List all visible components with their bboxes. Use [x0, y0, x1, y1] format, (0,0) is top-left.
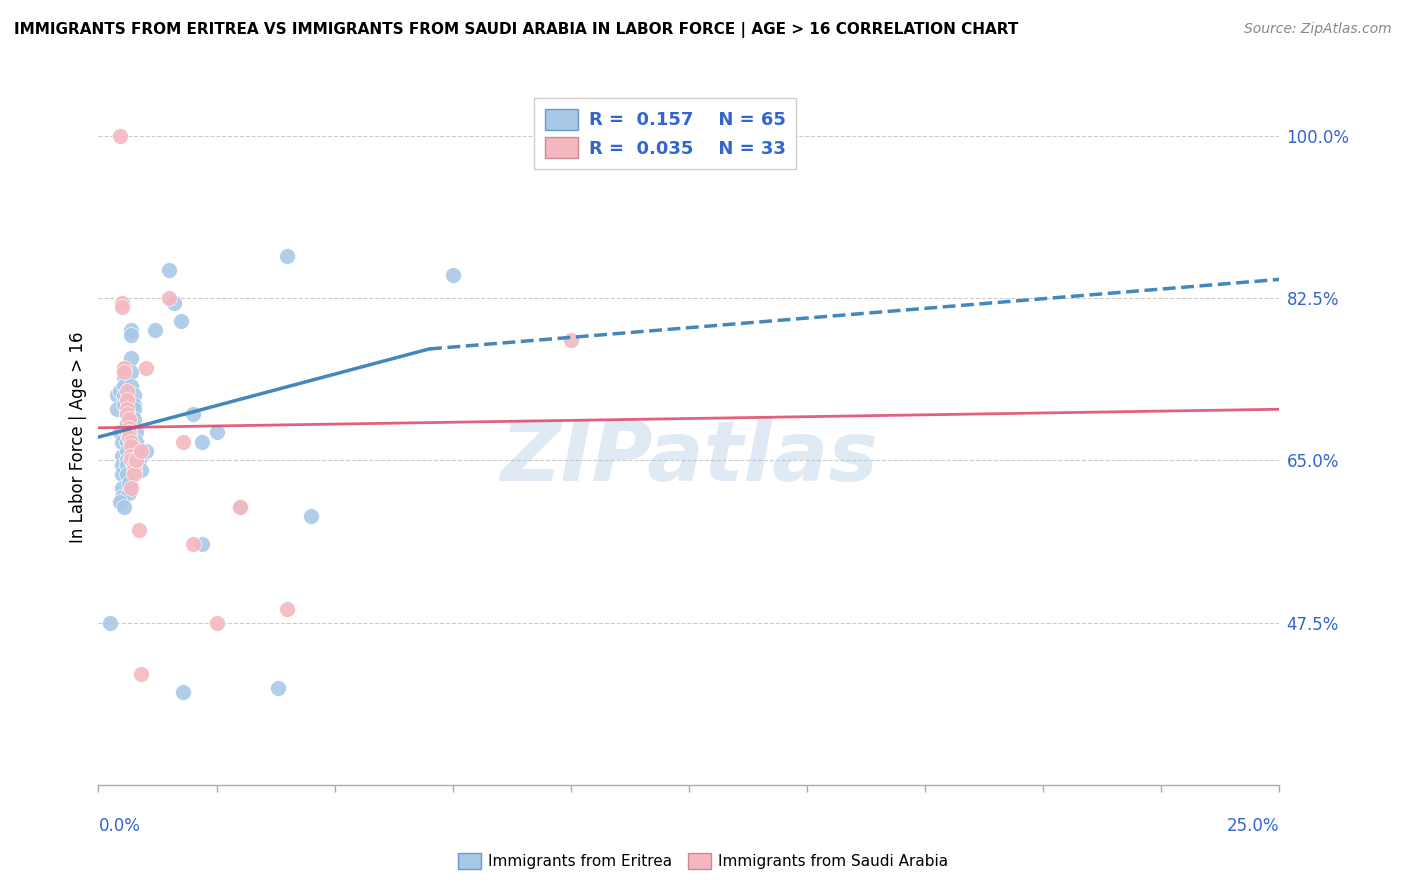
Point — [115, 458, 138, 472]
Point — [125, 434, 148, 449]
Point — [115, 392, 138, 407]
Point — [229, 500, 252, 514]
Point — [122, 388, 145, 402]
Point — [128, 453, 150, 467]
Point — [112, 379, 135, 393]
Point — [111, 491, 134, 505]
Point — [115, 402, 138, 417]
Point — [115, 434, 138, 449]
Point — [112, 365, 135, 379]
Point — [299, 508, 322, 523]
Legend: Immigrants from Eritrea, Immigrants from Saudi Arabia: Immigrants from Eritrea, Immigrants from… — [451, 847, 955, 875]
Point — [276, 249, 298, 263]
Text: 0.0%: 0.0% — [98, 817, 141, 836]
Point — [129, 666, 152, 681]
Point — [121, 453, 143, 467]
Point — [163, 295, 186, 310]
Point — [112, 388, 135, 402]
Point — [112, 360, 135, 375]
Point — [112, 398, 135, 412]
Point — [157, 263, 180, 277]
Point — [115, 416, 138, 430]
Point — [181, 407, 204, 421]
Point — [122, 398, 145, 412]
Point — [121, 365, 143, 379]
Point — [191, 434, 214, 449]
Point — [118, 476, 141, 491]
Point — [122, 467, 145, 482]
Point — [118, 430, 141, 444]
Point — [115, 384, 138, 398]
Point — [108, 425, 131, 440]
Point — [112, 500, 135, 514]
Point — [115, 407, 138, 421]
Point — [121, 323, 143, 337]
Point — [108, 128, 131, 143]
Point — [172, 685, 194, 699]
Point — [112, 369, 135, 384]
Point — [115, 444, 138, 458]
Point — [122, 462, 145, 476]
Point — [111, 467, 134, 482]
Point — [121, 434, 143, 449]
Point — [135, 444, 157, 458]
Point — [441, 268, 464, 282]
Point — [121, 351, 143, 366]
Point — [181, 537, 204, 551]
Point — [105, 388, 128, 402]
Point — [157, 291, 180, 305]
Text: IMMIGRANTS FROM ERITREA VS IMMIGRANTS FROM SAUDI ARABIA IN LABOR FORCE | AGE > 1: IMMIGRANTS FROM ERITREA VS IMMIGRANTS FR… — [14, 22, 1018, 38]
Point — [111, 481, 134, 495]
Point — [105, 402, 128, 417]
Point — [112, 360, 135, 375]
Y-axis label: In Labor Force | Age > 16: In Labor Force | Age > 16 — [69, 331, 87, 543]
Point — [121, 328, 143, 343]
Point — [111, 295, 134, 310]
Point — [205, 615, 228, 630]
Point — [121, 449, 143, 463]
Point — [122, 411, 145, 425]
Point — [129, 462, 152, 476]
Text: ZIPatlas: ZIPatlas — [501, 417, 877, 499]
Point — [205, 425, 228, 440]
Text: Source: ZipAtlas.com: Source: ZipAtlas.com — [1244, 22, 1392, 37]
Point — [121, 439, 143, 453]
Point — [125, 425, 148, 440]
Point — [560, 333, 582, 347]
Point — [118, 411, 141, 425]
Point — [115, 425, 138, 440]
Point — [111, 434, 134, 449]
Point — [108, 384, 131, 398]
Point — [170, 314, 193, 328]
Point — [276, 601, 298, 615]
Point — [115, 467, 138, 482]
Point — [143, 323, 166, 337]
Point — [118, 425, 141, 440]
Point — [129, 444, 152, 458]
Point — [128, 449, 150, 463]
Point — [121, 481, 143, 495]
Point — [98, 615, 121, 630]
Point — [118, 485, 141, 500]
Point — [191, 537, 214, 551]
Point — [111, 458, 134, 472]
Point — [229, 500, 252, 514]
Point — [122, 402, 145, 417]
Point — [122, 458, 145, 472]
Point — [128, 523, 150, 537]
Point — [111, 300, 134, 314]
Point — [118, 421, 141, 435]
Point — [172, 434, 194, 449]
Point — [115, 407, 138, 421]
Point — [121, 379, 143, 393]
Text: 25.0%: 25.0% — [1227, 817, 1279, 836]
Legend: R =  0.157    N = 65, R =  0.035    N = 33: R = 0.157 N = 65, R = 0.035 N = 33 — [534, 98, 796, 169]
Point — [111, 449, 134, 463]
Point — [135, 360, 157, 375]
Point — [108, 495, 131, 509]
Point — [267, 681, 290, 695]
Point — [125, 453, 148, 467]
Point — [115, 453, 138, 467]
